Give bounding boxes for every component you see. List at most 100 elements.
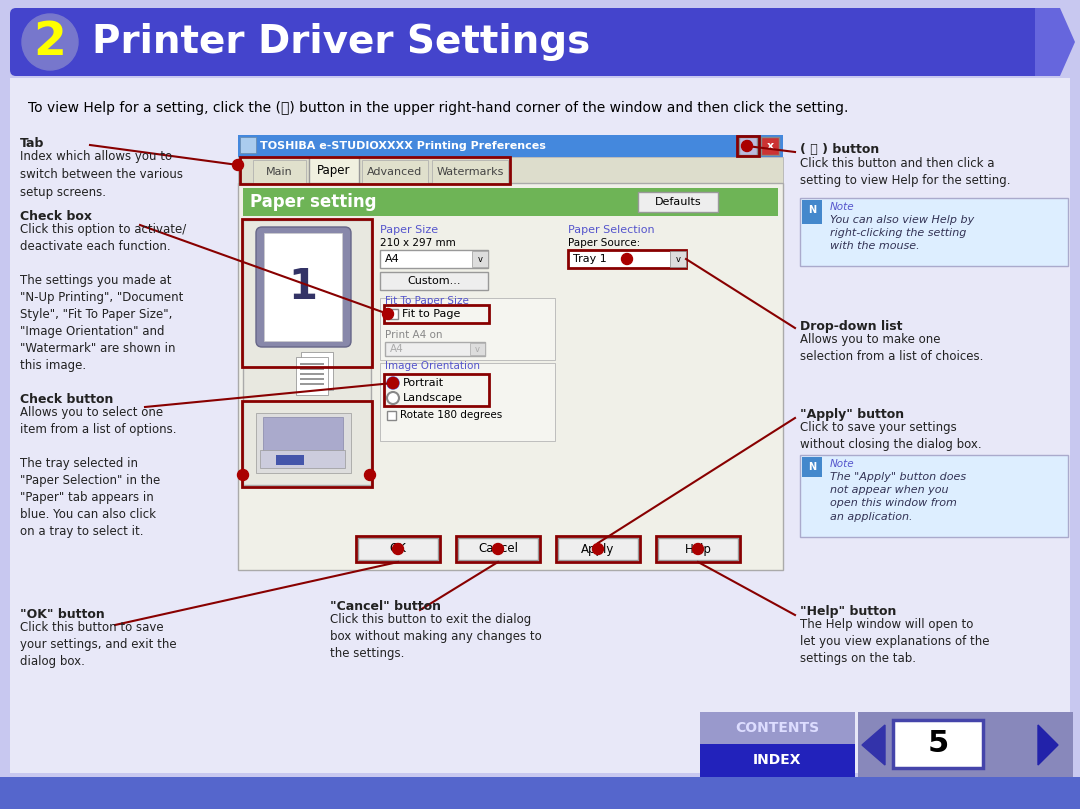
Bar — [380, 250, 488, 268]
Bar — [470, 343, 485, 355]
Circle shape — [22, 14, 78, 70]
Bar — [0, 777, 1080, 809]
Text: Paper Source:: Paper Source: — [568, 238, 640, 248]
Text: Tab: Tab — [21, 137, 44, 150]
Bar — [380, 272, 488, 290]
Bar — [800, 198, 1068, 266]
Text: 5: 5 — [928, 730, 948, 759]
Text: N: N — [808, 205, 816, 215]
Text: Fit To Paper Size: Fit To Paper Size — [384, 296, 469, 306]
Bar — [309, 157, 359, 183]
Bar — [380, 363, 555, 441]
Circle shape — [382, 308, 393, 320]
Bar — [456, 536, 540, 562]
Bar — [243, 188, 778, 216]
Circle shape — [388, 393, 399, 403]
Text: Paper Size: Paper Size — [380, 225, 438, 235]
Bar — [357, 538, 438, 560]
Bar — [656, 536, 740, 562]
Circle shape — [365, 469, 376, 481]
Bar — [300, 378, 324, 380]
Circle shape — [621, 253, 633, 265]
Text: Help: Help — [685, 543, 712, 556]
Bar — [253, 160, 306, 183]
Text: Click to save your settings
without closing the dialog box.: Click to save your settings without clos… — [800, 421, 982, 451]
Bar — [737, 136, 759, 156]
Text: ?: ? — [744, 139, 752, 153]
Bar — [260, 450, 345, 468]
Text: Allows you to make one
selection from a list of choices.: Allows you to make one selection from a … — [800, 333, 984, 363]
Polygon shape — [1038, 725, 1058, 765]
Text: Paper Selection: Paper Selection — [568, 225, 654, 235]
Text: Click this option to activate/
deactivate each function.

The settings you made : Click this option to activate/ deactivat… — [21, 223, 186, 372]
Bar — [568, 250, 686, 268]
Text: A4: A4 — [390, 344, 404, 354]
Bar — [858, 712, 1074, 777]
Text: Click this button to save
your settings, and exit the
dialog box.: Click this button to save your settings,… — [21, 621, 177, 668]
Bar — [264, 417, 343, 452]
Bar — [800, 455, 1068, 537]
Bar — [700, 712, 855, 744]
Bar — [301, 352, 333, 390]
Text: To view Help for a setting, click the (❓) button in the upper right-hand corner : To view Help for a setting, click the (❓… — [28, 101, 849, 115]
Text: Cancel: Cancel — [478, 543, 518, 556]
Text: Allows you to select one
item from a list of options.

The tray selected in
"Pap: Allows you to select one item from a lis… — [21, 406, 176, 538]
Text: CONTENTS: CONTENTS — [734, 721, 819, 735]
Circle shape — [232, 159, 243, 171]
Bar — [638, 192, 718, 212]
Circle shape — [238, 469, 248, 481]
Bar — [802, 457, 822, 477]
Text: Image Orientation: Image Orientation — [384, 361, 480, 371]
Bar — [700, 744, 855, 777]
Text: Apply: Apply — [581, 543, 615, 556]
Bar — [243, 188, 778, 216]
Text: A4: A4 — [384, 254, 400, 264]
Text: Advanced: Advanced — [367, 167, 422, 177]
Circle shape — [387, 377, 399, 389]
Text: Print A4 on: Print A4 on — [384, 330, 443, 340]
Bar — [384, 305, 489, 323]
Circle shape — [389, 379, 397, 388]
Text: Printer Driver Settings: Printer Driver Settings — [92, 23, 591, 61]
Text: x: x — [767, 141, 773, 151]
Bar — [240, 137, 256, 153]
Bar — [802, 200, 822, 220]
Text: "Apply" button: "Apply" button — [800, 408, 904, 421]
Bar — [761, 137, 779, 155]
Bar — [384, 374, 489, 406]
Text: Custom...: Custom... — [407, 276, 461, 286]
Text: The "Apply" button does
not appear when you
open this window from
an application: The "Apply" button does not appear when … — [831, 472, 967, 522]
Polygon shape — [862, 725, 885, 765]
Bar — [893, 720, 983, 768]
Bar — [558, 538, 638, 560]
Bar — [10, 78, 1070, 773]
Text: Index which allows you to
switch between the various
setup screens.: Index which allows you to switch between… — [21, 150, 183, 199]
Text: v: v — [474, 345, 480, 354]
Bar — [256, 413, 351, 473]
Text: Note: Note — [831, 459, 854, 469]
Bar — [384, 342, 485, 356]
Bar — [276, 455, 303, 465]
Bar — [658, 538, 738, 560]
Bar — [356, 536, 440, 562]
Bar — [432, 160, 508, 183]
Text: Paper setting: Paper setting — [249, 193, 377, 211]
Bar — [242, 401, 372, 487]
Circle shape — [742, 141, 753, 151]
Bar — [264, 233, 342, 341]
Bar — [238, 135, 783, 157]
Bar — [472, 251, 488, 267]
Text: Check box: Check box — [21, 210, 92, 223]
Text: Note: Note — [831, 202, 854, 212]
Text: ( ❓ ) button: ( ❓ ) button — [800, 143, 879, 156]
Text: Tray 1: Tray 1 — [573, 254, 607, 264]
Bar — [300, 363, 324, 365]
Text: Fit to Page: Fit to Page — [402, 309, 460, 319]
Bar — [300, 368, 324, 370]
Text: Check button: Check button — [21, 393, 113, 406]
Bar — [388, 309, 399, 319]
Circle shape — [392, 544, 404, 554]
Text: The Help window will open to
let you view explanations of the
settings on the ta: The Help window will open to let you vie… — [800, 618, 989, 665]
Text: Rotate 180 degrees: Rotate 180 degrees — [400, 410, 502, 420]
Text: "OK" button: "OK" button — [21, 608, 105, 621]
